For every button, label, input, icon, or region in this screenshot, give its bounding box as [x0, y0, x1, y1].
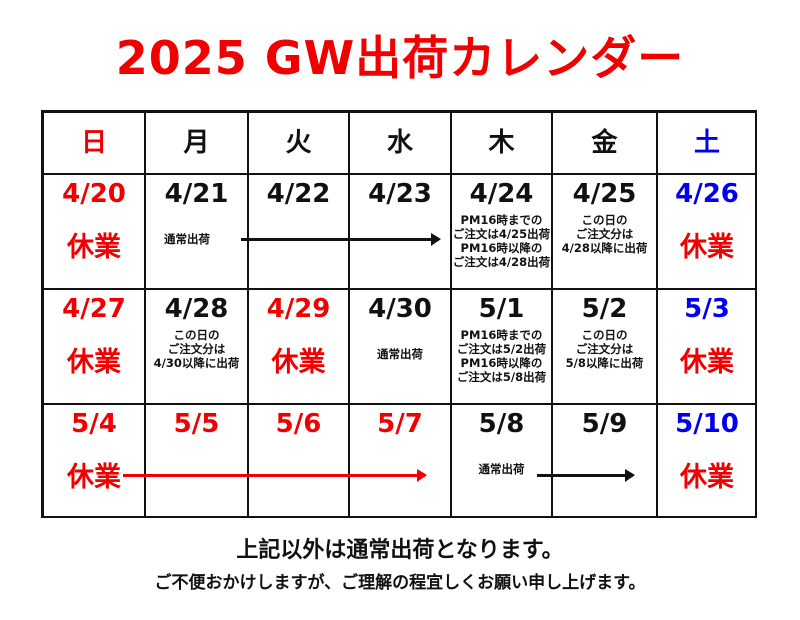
day-date: 5/1 — [478, 294, 525, 324]
day-date: 4/22 — [266, 179, 331, 209]
day-date: 4/28 — [164, 294, 229, 324]
day-date: 5/8 — [478, 409, 525, 439]
day-date: 5/2 — [581, 294, 628, 324]
day-cell: 4/27 休業 — [43, 289, 145, 404]
day-date: 5/5 — [173, 409, 220, 439]
weekday-header: 日 — [43, 112, 145, 174]
day-cell: 5/8 通常出荷 — [451, 404, 552, 518]
shipping-note: 通常出荷 — [478, 462, 525, 476]
day-date: 5/10 — [675, 409, 739, 439]
footer-notice: 上記以外は通常出荷となります。 — [236, 538, 564, 563]
footer-apology: ご不便おかけしますが、ご理解の程宜しくお願い申し上げます。 — [154, 573, 646, 593]
day-cell: 4/29 休業 — [248, 289, 349, 404]
day-cell: 5/3 休業 — [657, 289, 757, 404]
day-cell: 4/28 この日の ご注文分は 4/30以降に出荷 — [145, 289, 248, 404]
shipping-note: 通常出荷 — [164, 232, 210, 246]
day-cell: 4/25 この日の ご注文分は 4/28以降に出荷 — [552, 174, 657, 289]
day-cell: 4/23 — [349, 174, 451, 289]
closed-label: 休業 — [271, 347, 326, 378]
day-date: 4/26 — [675, 179, 739, 209]
page-title: 2025 GW出荷カレンダー — [115, 31, 685, 85]
day-cell: 4/21 通常出荷 — [145, 174, 248, 289]
day-cell: 5/6 — [248, 404, 349, 518]
day-cell: 4/20 休業 — [43, 174, 145, 289]
day-cell: 4/24 PM16時までの ご注文は4/25出荷 PM16時以降の ご注文は4/2… — [451, 174, 552, 289]
arrow-line — [241, 233, 441, 246]
weekday-header: 金 — [552, 112, 657, 174]
weekday-header: 水 — [349, 112, 451, 174]
closed-label: 休業 — [680, 347, 734, 378]
day-cell: 5/9 — [552, 404, 657, 518]
day-date: 4/25 — [572, 179, 637, 209]
arrow-line — [537, 469, 635, 482]
shipping-note: 通常出荷 — [377, 347, 423, 361]
day-date: 4/23 — [368, 179, 432, 209]
day-cell: 4/22 — [248, 174, 349, 289]
day-cell: 5/4 休業 — [43, 404, 145, 518]
day-date: 5/3 — [684, 294, 730, 324]
weekday-header: 火 — [248, 112, 349, 174]
arrow-line — [123, 469, 427, 482]
day-date: 5/7 — [377, 409, 423, 439]
day-cell: 4/26 休業 — [657, 174, 757, 289]
day-cell: 5/7 — [349, 404, 451, 518]
shipping-note: この日の ご注文分は 4/28以降に出荷 — [561, 213, 648, 255]
closed-label: 休業 — [67, 347, 121, 378]
day-cell: 4/30 通常出荷 — [349, 289, 451, 404]
shipping-note: PM16時までの ご注文は4/25出荷 PM16時以降の ご注文は4/28出荷 — [452, 213, 551, 269]
shipping-note: この日の ご注文分は 5/8以降に出荷 — [565, 328, 644, 370]
closed-label: 休業 — [680, 232, 734, 263]
day-date: 4/27 — [62, 294, 126, 324]
day-cell: 5/10 休業 — [657, 404, 757, 518]
closed-label: 休業 — [67, 462, 121, 493]
closed-label: 休業 — [67, 232, 121, 263]
shipping-note: PM16時までの ご注文は5/2出荷 PM16時以降の ご注文は5/8出荷 — [456, 328, 547, 384]
day-cell: 5/1 PM16時までの ご注文は5/2出荷 PM16時以降の ご注文は5/8出荷 — [451, 289, 552, 404]
weekday-header: 木 — [451, 112, 552, 174]
day-date: 4/21 — [164, 179, 229, 209]
day-date: 5/6 — [275, 409, 322, 439]
day-cell: 5/2 この日の ご注文分は 5/8以降に出荷 — [552, 289, 657, 404]
day-date: 4/24 — [469, 179, 534, 209]
weekday-header: 月 — [145, 112, 248, 174]
closed-label: 休業 — [680, 462, 734, 493]
day-cell: 5/5 — [145, 404, 248, 518]
day-date: 4/29 — [266, 294, 331, 324]
weekday-header: 土 — [657, 112, 757, 174]
day-date: 4/30 — [368, 294, 432, 324]
day-date: 4/20 — [62, 179, 126, 209]
calendar-grid: 日月火水木金土 4/20 休業 4/21 通常出荷 4/22 4/23 4/24 PM16時まで… — [41, 110, 757, 518]
day-date: 5/9 — [581, 409, 628, 439]
shipping-note: この日の ご注文分は 4/30以降に出荷 — [153, 328, 240, 370]
day-date: 5/4 — [71, 409, 117, 439]
